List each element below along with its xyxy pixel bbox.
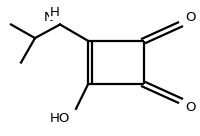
- Text: O: O: [185, 11, 195, 24]
- Text: HO: HO: [50, 112, 70, 125]
- Text: O: O: [185, 101, 195, 114]
- Text: H: H: [50, 6, 60, 19]
- Text: N: N: [44, 11, 54, 24]
